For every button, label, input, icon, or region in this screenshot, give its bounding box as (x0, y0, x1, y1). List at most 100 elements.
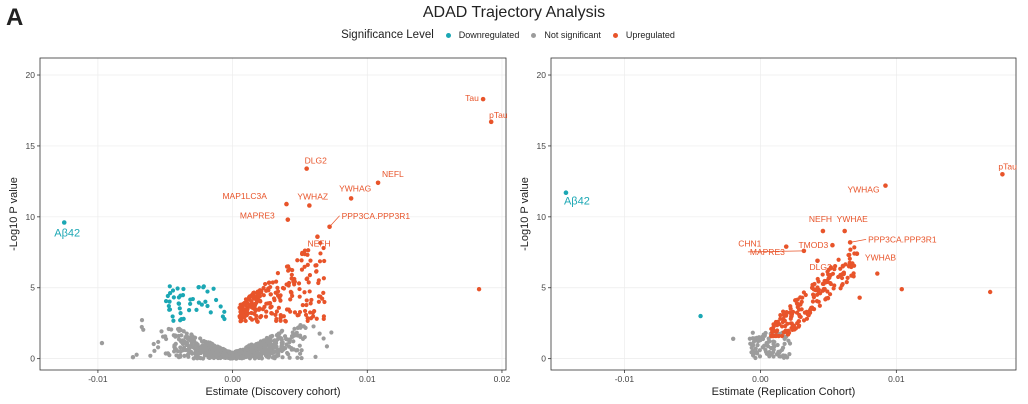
point-nefl (375, 180, 381, 186)
point-ns (268, 341, 273, 347)
point-ns (139, 318, 145, 323)
point-up (798, 314, 803, 320)
point-ns (213, 347, 218, 352)
point-ns (280, 355, 285, 360)
point-up (297, 294, 302, 299)
point-ns (762, 343, 767, 348)
point-ns (238, 348, 243, 353)
point-dlg2 (304, 166, 309, 171)
point-up (302, 308, 308, 314)
point-up (844, 280, 849, 285)
point-ns (272, 355, 277, 360)
point-ns (787, 352, 792, 357)
point-ns (291, 339, 296, 344)
y-tick-label: 20 (26, 70, 36, 80)
data-label-a-42: Aβ42 (564, 196, 590, 208)
point-ns (256, 343, 262, 348)
point-up (820, 272, 825, 277)
point-up (836, 257, 841, 262)
point-up (288, 309, 293, 314)
point-up (284, 264, 290, 269)
point-ns (207, 355, 212, 360)
point-up (273, 312, 278, 317)
point-ns (285, 337, 290, 342)
point-up (309, 297, 314, 303)
point-down (201, 284, 206, 289)
point-ns (264, 351, 269, 356)
point-ns (751, 343, 756, 348)
point-up (289, 290, 294, 295)
point-up (847, 256, 852, 261)
data-label-tmod3: TMOD3 (798, 240, 828, 250)
point-ns (204, 340, 210, 345)
point-ns (780, 345, 786, 350)
point-up (240, 302, 246, 307)
point-ns (218, 355, 223, 361)
point-up (245, 311, 251, 316)
point-up (249, 310, 254, 316)
point-up (828, 272, 833, 278)
point-down (211, 286, 216, 291)
data-label-ywhag: YWHAG (339, 183, 371, 193)
point-up (314, 316, 319, 321)
point-up (314, 269, 319, 274)
point-ns (185, 353, 190, 358)
point-down (177, 306, 182, 311)
point-up (258, 315, 263, 320)
point-ns (152, 348, 157, 353)
point-tau (480, 96, 486, 102)
point-up (255, 319, 260, 324)
data-label-ywhae: YWHAE (837, 214, 869, 224)
point-down (167, 291, 173, 296)
point-up (302, 248, 308, 253)
point-up (785, 332, 791, 337)
point-up (245, 307, 250, 312)
x-tick-label: -0.01 (88, 374, 108, 384)
point-ns (777, 350, 782, 355)
point-ns (279, 348, 285, 354)
point-ns (243, 347, 248, 352)
point-up (316, 280, 321, 286)
x-tick-label: -0.01 (615, 374, 635, 384)
point-ns (159, 329, 164, 334)
point-down (205, 303, 210, 309)
point-up (850, 272, 856, 278)
point-down (175, 286, 180, 291)
point-up (302, 264, 307, 269)
point-down (188, 301, 193, 306)
point-ns (156, 339, 161, 345)
point-up (295, 313, 300, 318)
point-up (314, 263, 319, 268)
point-up (308, 316, 314, 321)
point-up (255, 289, 260, 294)
point-down (181, 286, 186, 292)
point-up (826, 267, 831, 272)
point-up (776, 333, 781, 339)
point-up (804, 309, 809, 314)
data-label-nefl: NEFL (382, 169, 404, 179)
point-up (237, 315, 243, 320)
point-down (203, 299, 208, 304)
point-up (275, 270, 280, 276)
point-ptau (1000, 171, 1005, 177)
point-up (261, 285, 266, 291)
point-up (250, 305, 255, 310)
point-up (781, 316, 786, 321)
point-ns (222, 350, 227, 355)
point-down (171, 318, 176, 323)
point-down (180, 293, 186, 298)
point-ptau (488, 119, 494, 125)
point-ns (276, 334, 281, 339)
point-ns (198, 348, 203, 353)
point-ns (302, 335, 307, 340)
x-tick-label: 0.02 (494, 374, 511, 384)
point-ns (160, 334, 166, 339)
point-up (238, 319, 243, 324)
point-up (268, 292, 273, 297)
x-tick-label: 0.00 (224, 374, 241, 384)
y-tick-label: 0 (30, 354, 35, 364)
point-ns (151, 341, 156, 347)
point-up (821, 281, 826, 286)
data-label-ywhag: YWHAG (847, 185, 879, 195)
point-ns (172, 344, 177, 350)
